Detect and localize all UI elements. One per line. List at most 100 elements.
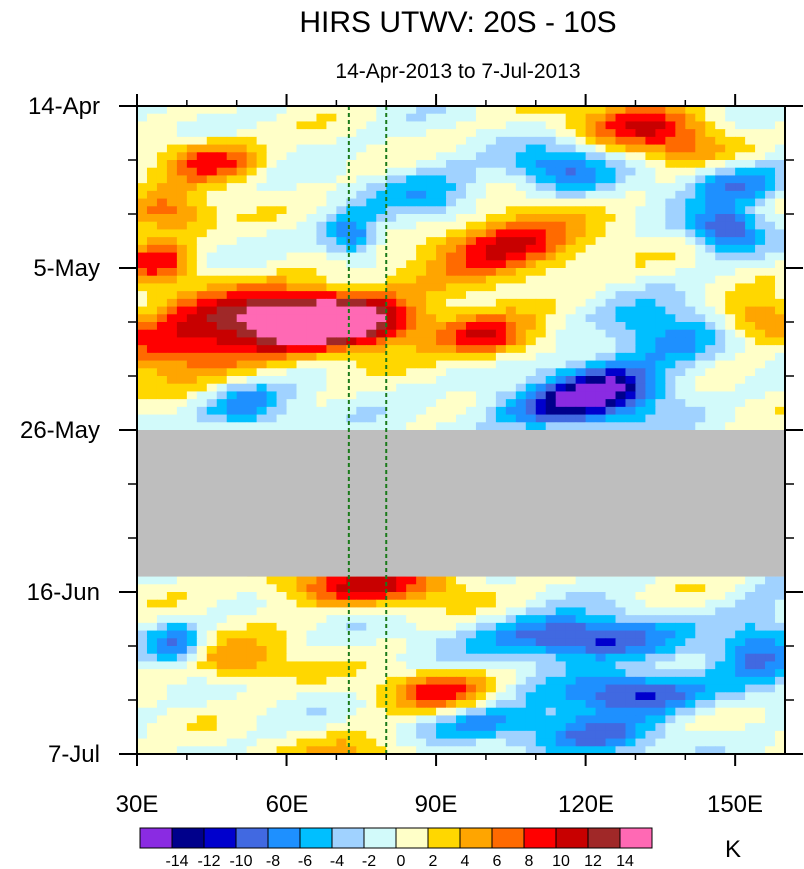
field-cell [146,376,158,385]
field-cell [555,653,567,663]
field-cell [585,314,597,323]
field-cell [326,206,337,215]
field-cell [236,576,248,585]
field-cell [306,638,318,647]
field-cell [715,352,726,362]
field-cell [735,167,746,177]
field-cell [436,692,447,701]
field-cell [166,345,178,354]
field-cell [505,368,517,377]
field-cell [605,599,617,609]
field-cell [525,406,537,416]
field-cell [286,329,298,339]
field-cell [156,121,168,130]
field-cell [286,152,298,161]
field-cell [505,584,517,593]
field-cell [575,592,587,601]
field-cell [296,352,308,362]
field-cell [685,190,696,200]
field-cell [196,646,208,655]
field-cell [685,630,696,639]
field-cell [416,160,427,169]
field-cell [446,291,457,300]
field-cell [376,622,387,632]
field-cell [326,260,337,269]
field-cell [356,615,367,624]
field-cell [356,237,367,246]
field-cell [695,607,706,616]
field-cell [765,260,776,269]
field-cell [456,198,467,207]
field-cell [146,121,158,130]
field-cell [465,229,477,238]
field-cell [505,229,517,238]
field-cell [755,376,766,385]
field-cell [216,144,228,153]
field-cell [137,183,148,192]
field-cell [685,314,696,323]
field-cell [436,592,447,601]
field-cell [605,136,617,146]
field-cell [246,684,258,693]
field-cell [645,136,656,146]
field-cell [535,229,547,238]
field-cell [176,360,188,369]
field-cell [615,291,627,300]
field-cell [246,260,258,269]
field-cell [426,345,437,354]
field-cell [226,152,238,161]
field-cell [216,684,228,693]
field-cell [755,106,766,115]
field-cell [695,237,706,246]
field-cell [695,383,706,393]
field-cell [465,283,477,292]
field-cell [266,607,278,616]
field-cell [765,183,776,192]
field-cell [595,391,607,400]
field-cell [685,214,696,223]
field-cell [685,221,696,231]
field-cell [765,406,776,416]
field-cell [555,414,567,423]
field-cell [615,391,627,400]
field-cell [695,221,706,231]
field-cell [206,414,218,423]
field-cell [605,692,617,701]
field-cell [356,592,367,601]
field-cell [715,376,726,385]
field-cell [535,175,547,184]
field-cell [595,167,607,177]
field-cell [206,152,218,161]
field-cell [356,244,367,254]
field-cell [495,113,507,123]
field-cell [246,692,258,701]
field-cell [635,352,647,362]
field-cell [575,291,587,300]
field-cell [436,206,447,215]
field-cell [246,638,258,647]
field-cell [465,661,477,670]
field-cell [416,152,427,161]
field-cell [655,337,666,346]
field-cell [545,291,557,300]
field-cell [655,206,666,215]
field-cell [396,291,407,300]
field-cell [246,383,258,393]
field-cell [366,376,377,385]
field-cell [555,684,567,693]
field-cell [505,268,517,277]
field-cell [406,692,417,701]
field-cell [156,414,168,423]
field-cell [695,183,706,192]
field-cell [286,669,298,678]
field-cell [266,229,278,238]
field-cell [276,669,288,678]
field-cell [336,345,347,354]
field-cell [635,260,647,269]
field-cell [286,291,298,300]
field-cell [246,406,258,416]
field-cell [216,198,228,207]
field-cell [765,615,776,624]
field-cell [545,329,557,339]
field-cell [406,399,417,408]
